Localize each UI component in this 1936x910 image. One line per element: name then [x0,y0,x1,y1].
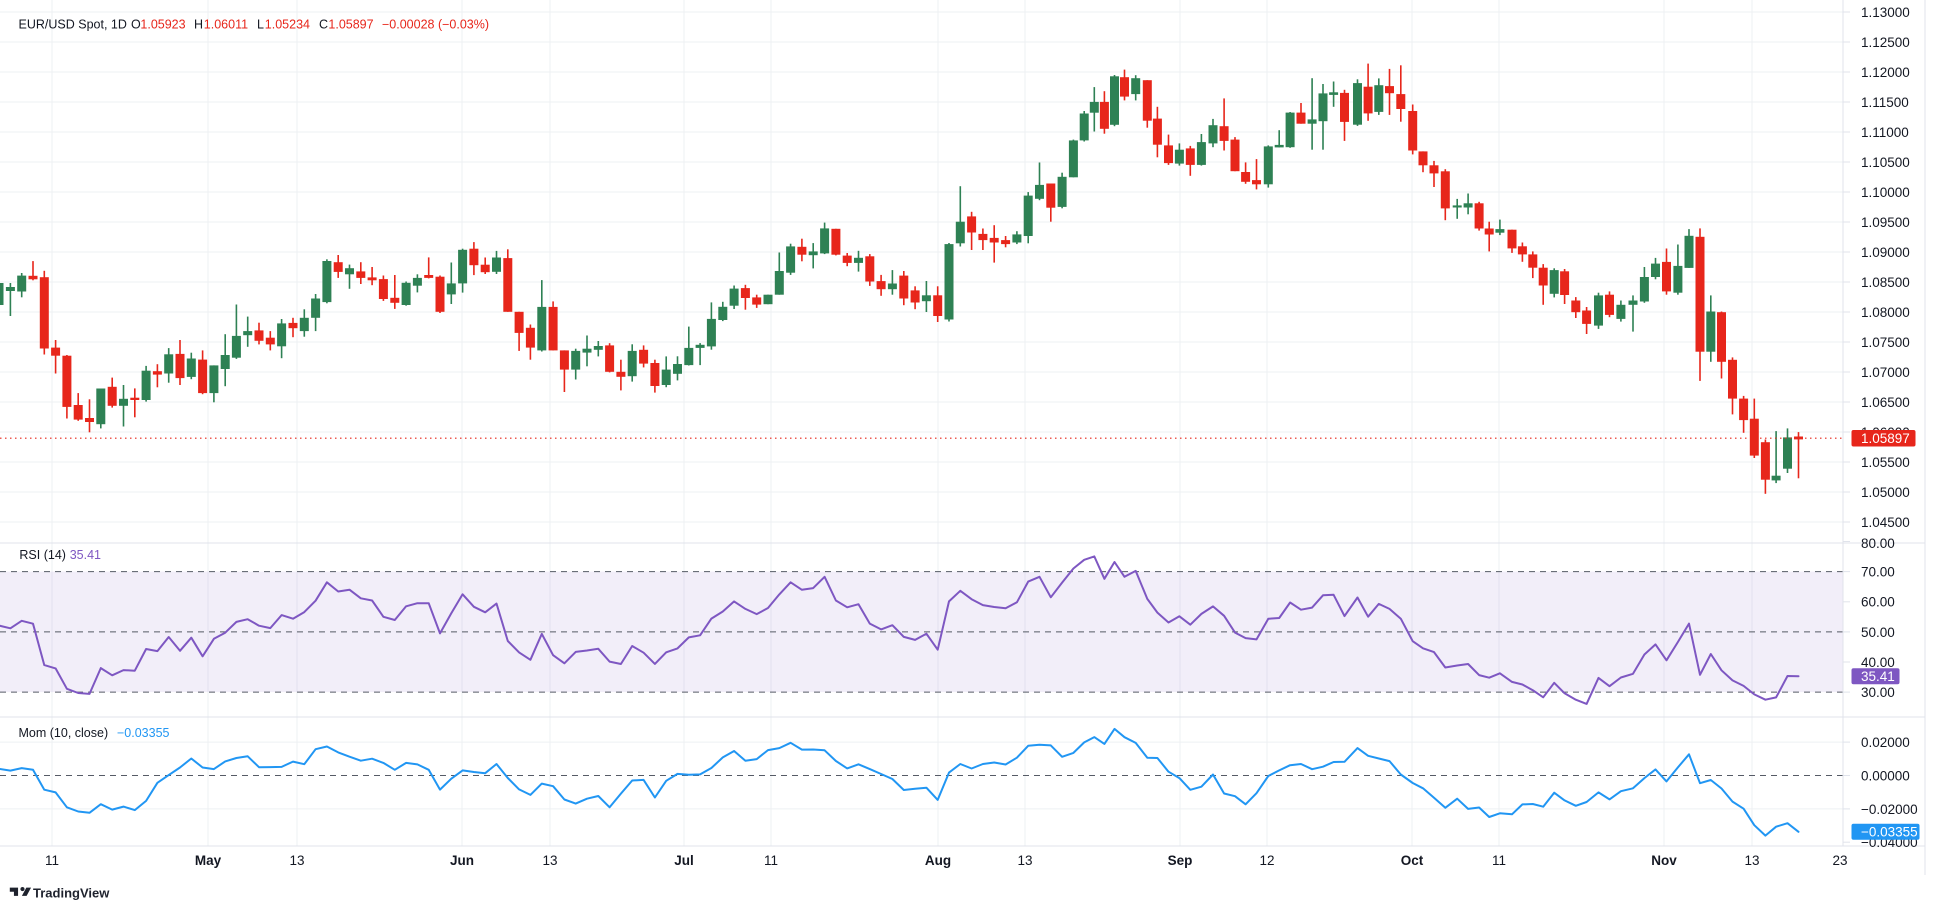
svg-text:70.00: 70.00 [1861,565,1895,580]
svg-text:13: 13 [289,853,304,868]
svg-text:TradingView: TradingView [33,886,110,901]
svg-text:1.05000: 1.05000 [1861,485,1910,500]
svg-text:Sep: Sep [1168,853,1193,868]
svg-text:Nov: Nov [1651,853,1677,868]
svg-text:30.00: 30.00 [1861,685,1895,700]
svg-text:11: 11 [764,853,778,868]
svg-text:12: 12 [1259,853,1274,868]
svg-text:Jun: Jun [450,853,474,868]
svg-text:−0.00028 (−0.03%): −0.00028 (−0.03%) [382,18,489,32]
svg-text:23: 23 [1832,853,1847,868]
svg-text:1.11000: 1.11000 [1861,125,1909,140]
svg-text:1.10500: 1.10500 [1861,155,1910,170]
svg-text:11: 11 [45,853,59,868]
svg-text:11: 11 [1492,853,1506,868]
svg-text:1.08500: 1.08500 [1861,275,1910,290]
svg-text:O: O [131,18,141,32]
svg-text:40.00: 40.00 [1861,655,1895,670]
svg-text:1.06011: 1.06011 [204,18,248,32]
svg-text:35.41: 35.41 [1861,669,1895,684]
svg-text:13: 13 [542,853,557,868]
svg-text:13: 13 [1744,853,1759,868]
svg-text:Jul: Jul [674,853,694,868]
svg-text:1.10000: 1.10000 [1861,185,1910,200]
svg-text:1.12500: 1.12500 [1861,35,1910,50]
svg-text:13: 13 [1017,853,1032,868]
svg-text:1.05897: 1.05897 [1861,431,1910,446]
svg-text:L: L [257,18,264,32]
svg-text:−0.03355: −0.03355 [1861,825,1918,840]
svg-text:1.11500: 1.11500 [1861,95,1909,110]
svg-text:H: H [194,18,203,32]
svg-text:1.05234: 1.05234 [265,18,310,32]
svg-text:50.00: 50.00 [1861,625,1895,640]
svg-text:1.05897: 1.05897 [328,18,373,32]
svg-text:EUR/USD Spot, 1D: EUR/USD Spot, 1D [19,18,127,32]
svg-text:C: C [319,18,328,32]
svg-text:1.05500: 1.05500 [1861,455,1910,470]
svg-text:1.05923: 1.05923 [140,18,185,32]
svg-text:RSI (14): RSI (14) [19,548,66,562]
svg-text:1.13000: 1.13000 [1861,5,1910,20]
svg-text:Mom (10, close): Mom (10, close) [19,726,109,740]
svg-text:1.08000: 1.08000 [1861,305,1910,320]
svg-text:1.09000: 1.09000 [1861,245,1910,260]
svg-text:Oct: Oct [1401,853,1424,868]
svg-text:1.09500: 1.09500 [1861,215,1910,230]
svg-text:Aug: Aug [925,853,951,868]
svg-text:0.00000: 0.00000 [1861,768,1910,783]
svg-text:1.06500: 1.06500 [1861,395,1910,410]
svg-text:1.12000: 1.12000 [1861,65,1910,80]
svg-text:80.00: 80.00 [1861,536,1895,551]
svg-text:May: May [195,853,222,868]
svg-text:1.04500: 1.04500 [1861,515,1910,530]
svg-text:35.41: 35.41 [70,548,101,562]
svg-text:−0.03355: −0.03355 [117,726,170,740]
svg-text:−0.02000: −0.02000 [1861,802,1918,817]
svg-text:0.02000: 0.02000 [1861,735,1910,750]
svg-text:60.00: 60.00 [1861,595,1895,610]
svg-text:1.07500: 1.07500 [1861,335,1910,350]
svg-text:1.07000: 1.07000 [1861,365,1910,380]
